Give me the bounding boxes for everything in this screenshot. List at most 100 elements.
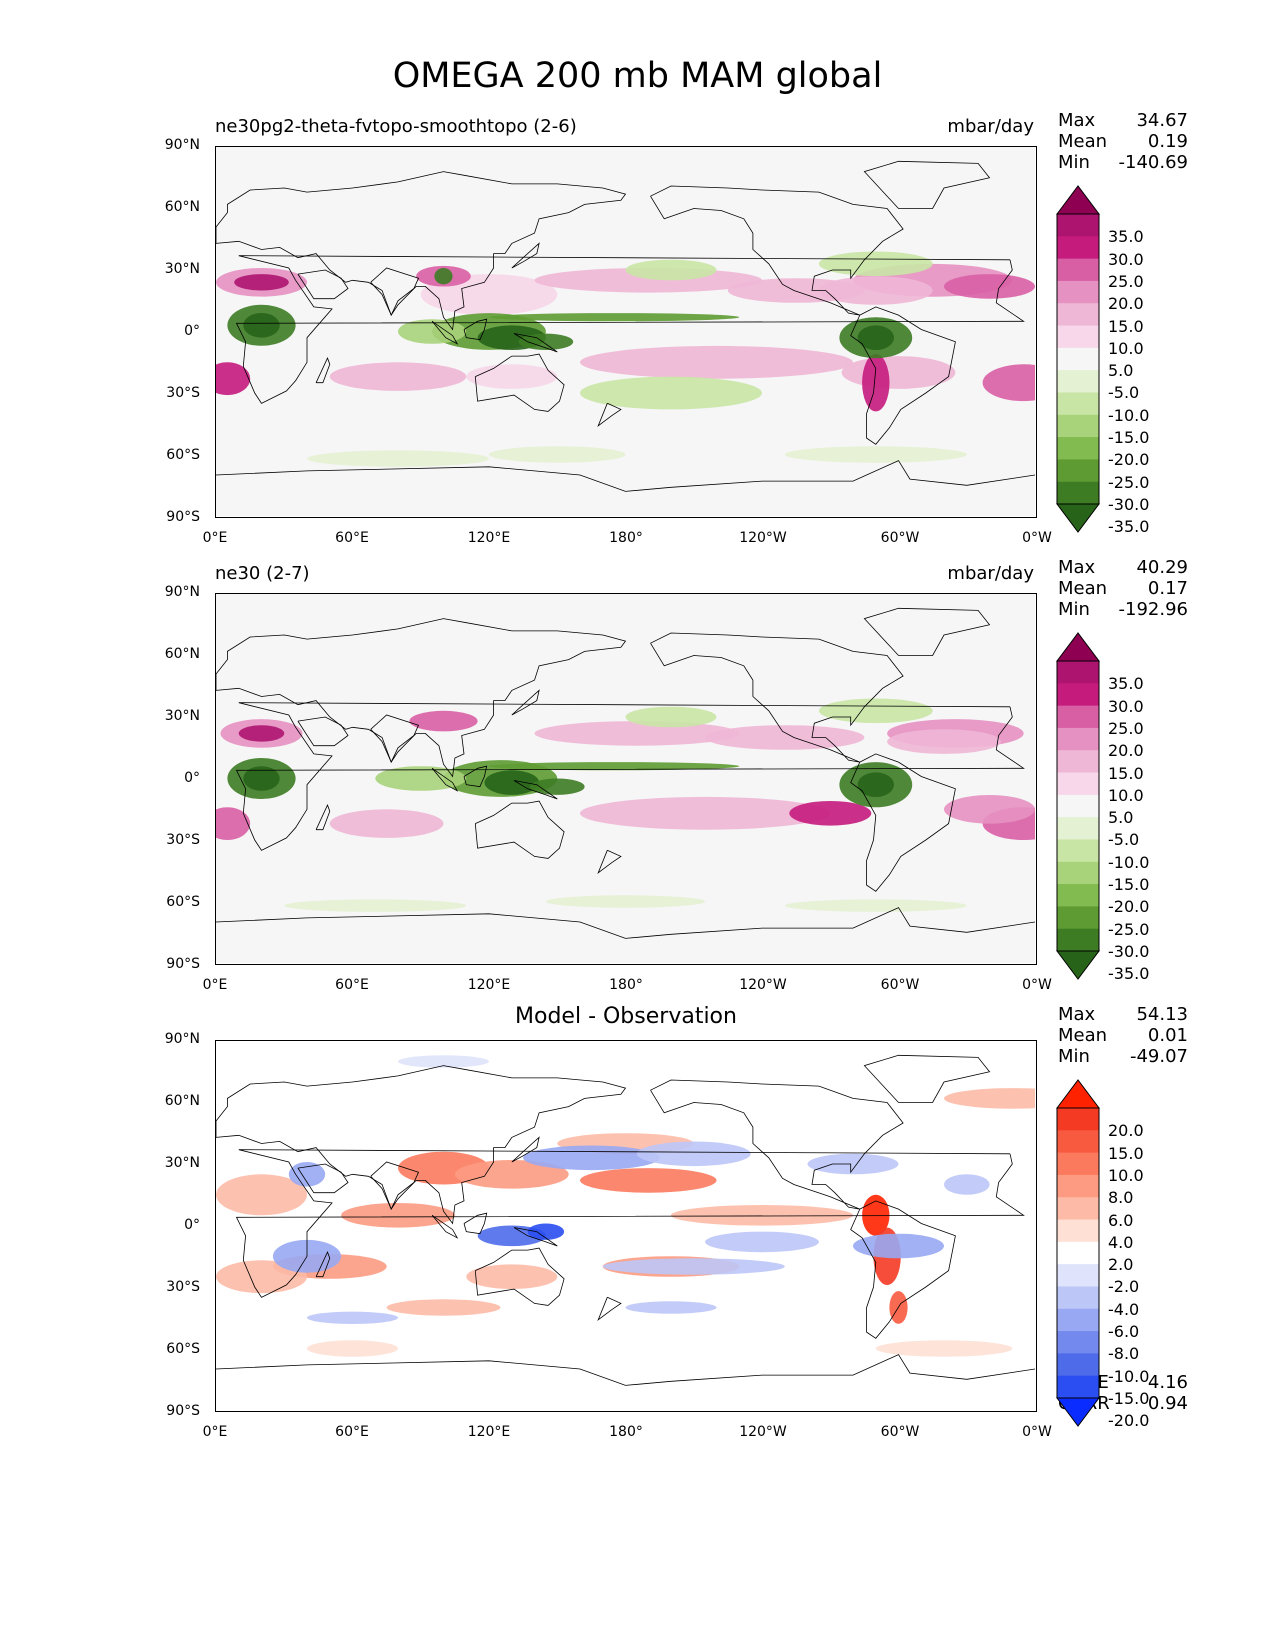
stat-label: Min: [1058, 152, 1090, 173]
coastline: [370, 1161, 420, 1211]
y-tick-label: 60°S: [166, 1341, 200, 1357]
coastline: [431, 1214, 459, 1239]
contour-region: [887, 729, 1001, 754]
colorbar-tick-label: 25.0: [1108, 718, 1144, 738]
y-tick-label: 60°N: [164, 199, 200, 215]
contour-region: [386, 1299, 501, 1316]
contour-region: [530, 778, 585, 795]
colorbar-tick-label: 15.0: [1108, 1143, 1144, 1163]
units-label: mbar/day: [947, 116, 1034, 137]
colorbar-tick-label: 20.0: [1108, 741, 1144, 761]
x-tick-label: 0°E: [202, 977, 228, 993]
y-tick-label: 30°S: [166, 385, 200, 401]
coastline: [216, 1354, 1035, 1386]
contour-region: [625, 259, 717, 281]
colorbar-tick-label: 10.0: [1108, 1165, 1144, 1185]
colorbar-segment: [1057, 1353, 1099, 1377]
y-tick-label: 30°S: [166, 832, 200, 848]
coastline: [511, 242, 540, 269]
colorbar-tick-label: -4.0: [1108, 1299, 1140, 1319]
stat-label: Mean: [1058, 131, 1108, 152]
colorbar-tick-label: -25.0: [1108, 472, 1150, 492]
colorbar-segment: [1057, 1286, 1099, 1310]
panel-title: ne30 (2-7): [215, 563, 310, 584]
map-plot: [215, 593, 1037, 965]
colorbar-tick-label: -10.0: [1108, 1366, 1150, 1386]
colorbar-segment: [1057, 705, 1099, 729]
contour-region: [307, 450, 489, 467]
colorbar-segment: [1057, 392, 1099, 416]
y-tick-label: 0°: [184, 323, 200, 339]
colorbar-segment: [1057, 772, 1099, 796]
x-tick-label: 0°E: [202, 1424, 228, 1440]
contour-region: [216, 362, 251, 396]
contour-region: [944, 795, 1035, 824]
contour-region: [580, 376, 762, 410]
x-tick-label: 0°W: [1022, 530, 1052, 546]
coastline: [216, 907, 1035, 939]
y-tick-label: 90°N: [164, 584, 200, 600]
y-tick-label: 90°S: [166, 956, 200, 972]
colorbar-tick-label: 15.0: [1108, 763, 1144, 783]
contour-region: [484, 770, 540, 795]
colorbar: [1055, 632, 1103, 980]
field-contours: [216, 251, 1035, 467]
colorbar-segment: [1057, 884, 1099, 907]
contour-region: [238, 725, 285, 742]
coastline: [511, 689, 540, 716]
coastline: [511, 1136, 540, 1163]
x-tick-label: 120°W: [739, 1424, 787, 1440]
contour-region: [341, 1203, 455, 1228]
coastline: [463, 1212, 488, 1235]
contour-region: [671, 1205, 853, 1226]
stat-value: 54.13: [1136, 1004, 1188, 1025]
contour-region: [489, 762, 740, 771]
colorbar-extend-top: [1056, 632, 1100, 662]
contour-region: [705, 1231, 819, 1253]
x-tick-label: 60°E: [335, 530, 369, 546]
coastline: [463, 765, 488, 788]
stat-label: Mean: [1058, 578, 1108, 599]
contour-region: [602, 1258, 785, 1275]
contour-region: [454, 1160, 569, 1189]
colorbar-tick-label: 5.0: [1108, 808, 1134, 828]
colorbar-tick-label: -20.0: [1108, 897, 1150, 917]
colorbar-tick-label: -6.0: [1108, 1322, 1140, 1342]
y-tick-label: 60°N: [164, 646, 200, 662]
contour-region: [862, 354, 890, 412]
coastline: [216, 460, 1035, 492]
stat-value: 0.01: [1147, 1025, 1188, 1046]
colorbar-tick-label: 15.0: [1108, 316, 1144, 336]
colorbar-segment: [1057, 258, 1099, 282]
coastline: [431, 320, 459, 345]
coastline: [315, 804, 331, 831]
coastline: [650, 1079, 904, 1210]
coastlines: [216, 1054, 1035, 1386]
contour-region: [375, 766, 467, 791]
colorbar-tick-label: -10.0: [1108, 852, 1150, 872]
contour-region: [625, 1301, 717, 1314]
contour-region: [944, 1088, 1035, 1109]
colorbar-segment: [1057, 750, 1099, 774]
contour-region: [853, 1233, 944, 1259]
contour-region: [875, 1340, 1013, 1357]
coastline: [863, 1054, 991, 1103]
colorbar-tick-label: -10.0: [1108, 405, 1150, 425]
colorbar-tick-label: 10.0: [1108, 338, 1144, 358]
stat-label: Max: [1058, 557, 1096, 578]
colorbar-tick-label: 30.0: [1108, 696, 1144, 716]
colorbar-tick-label: 2.0: [1108, 1255, 1134, 1275]
y-tick-label: 90°S: [166, 1403, 200, 1419]
coastline: [216, 1065, 627, 1225]
coastlines: [216, 160, 1035, 492]
x-tick-label: 180°: [609, 1424, 643, 1440]
stat-value: 0.17: [1147, 578, 1188, 599]
contour-region: [944, 274, 1035, 299]
y-tick-label: 60°S: [166, 447, 200, 463]
stat-value: 4.16: [1147, 1372, 1188, 1393]
colorbar-tick-label: -5.0: [1108, 383, 1140, 403]
colorbar-frame: [1056, 660, 1100, 952]
x-tick-label: 120°E: [467, 977, 511, 993]
contour-region: [284, 899, 467, 912]
coastline: [597, 849, 622, 874]
